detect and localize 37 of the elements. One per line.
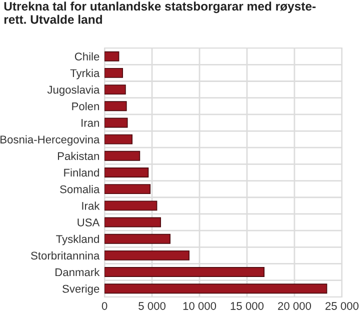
y-tick-label: Storbritannina: [31, 251, 100, 260]
y-tick-label: Irak: [82, 202, 100, 210]
bar: [104, 200, 158, 211]
x-tick-label: 10 000: [183, 302, 216, 310]
bar: [104, 234, 170, 244]
bar: [104, 118, 128, 128]
y-tick-label: Tyskland: [56, 234, 99, 246]
x-tick-label: 25 000: [326, 302, 359, 310]
chart-title: Utrekna tal for utanlandske statsborgarar med røyste- rett. Utvalde land: [4, 2, 316, 24]
y-tick-label: Bosnia-Hercegovina: [0, 135, 100, 146]
bar: [104, 68, 124, 78]
y-tick-label: Somalia: [60, 185, 100, 194]
y-tick-label: Sverige: [62, 284, 100, 295]
y-tick-label: Danmark: [56, 268, 100, 276]
x-tick-label: 15 000: [230, 302, 264, 310]
y-tick-label: Pakistan: [58, 152, 99, 160]
y-tick-label: Polen: [72, 102, 99, 110]
y-tick-label: USA: [78, 218, 100, 226]
x-tick-label: 0: [102, 302, 108, 310]
y-tick-label: Jugoslavia: [47, 86, 100, 96]
y-tick-label: Finland: [64, 168, 99, 177]
bar: [104, 51, 120, 62]
bar: [104, 134, 133, 144]
y-tick-label: Iran: [82, 119, 99, 127]
bar: [104, 168, 149, 178]
y-tick-label: Tyrkia: [70, 68, 100, 80]
x-tick-label: 20 000: [278, 302, 312, 310]
bar: [104, 250, 190, 260]
bar: [104, 184, 151, 194]
bar: [104, 84, 126, 95]
x-tick-label: 5 000: [138, 302, 166, 310]
bar: [104, 217, 161, 228]
bar: [104, 267, 264, 278]
bar: [104, 284, 328, 294]
bar: [104, 150, 140, 161]
y-tick-label: Chile: [74, 52, 100, 60]
bar: [104, 101, 127, 112]
